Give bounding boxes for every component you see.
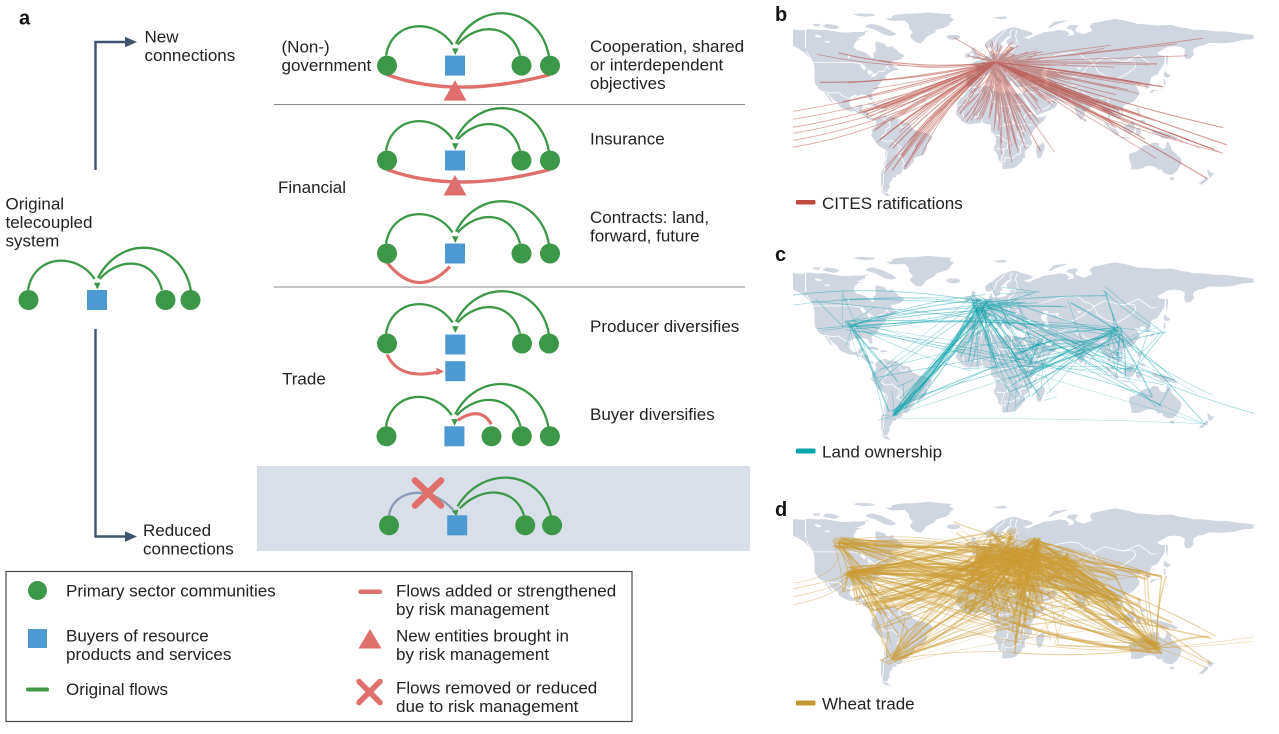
svg-text:Land ownership: Land ownership bbox=[822, 443, 942, 462]
svg-text:Contracts: land,: Contracts: land, bbox=[590, 208, 709, 227]
svg-text:telecoupled: telecoupled bbox=[6, 213, 93, 232]
svg-text:Primary sector communities: Primary sector communities bbox=[66, 582, 276, 601]
svg-text:Flows removed or reduced: Flows removed or reduced bbox=[396, 679, 597, 698]
svg-text:CITES ratifications: CITES ratifications bbox=[822, 194, 963, 213]
svg-text:Original flows: Original flows bbox=[66, 680, 168, 699]
svg-text:Trade: Trade bbox=[282, 370, 326, 389]
svg-text:(Non-): (Non-) bbox=[282, 38, 330, 57]
svg-text:Insurance: Insurance bbox=[590, 130, 665, 149]
svg-text:c: c bbox=[775, 244, 786, 266]
svg-text:Original: Original bbox=[6, 195, 65, 214]
svg-text:Buyers of resource: Buyers of resource bbox=[66, 627, 209, 646]
svg-text:system: system bbox=[6, 231, 60, 250]
svg-text:by risk management: by risk management bbox=[396, 645, 549, 664]
svg-text:objectives: objectives bbox=[590, 74, 666, 93]
svg-text:a: a bbox=[19, 8, 31, 30]
svg-text:Cooperation, shared: Cooperation, shared bbox=[590, 37, 744, 56]
svg-text:connections: connections bbox=[145, 46, 236, 65]
svg-text:d: d bbox=[775, 499, 787, 521]
svg-text:New: New bbox=[145, 27, 180, 46]
svg-text:government: government bbox=[282, 56, 372, 75]
svg-text:Buyer diversifies: Buyer diversifies bbox=[590, 405, 715, 424]
svg-text:forward, future: forward, future bbox=[590, 226, 700, 245]
svg-text:New entities brought in: New entities brought in bbox=[396, 627, 569, 646]
svg-text:Producer diversifies: Producer diversifies bbox=[590, 317, 739, 336]
svg-text:products and services: products and services bbox=[66, 645, 231, 664]
svg-text:by risk management: by risk management bbox=[396, 600, 549, 619]
svg-text:Flows added or strengthened: Flows added or strengthened bbox=[396, 582, 616, 601]
svg-text:or interdependent: or interdependent bbox=[590, 56, 724, 75]
svg-text:Wheat trade: Wheat trade bbox=[822, 695, 915, 714]
svg-text:b: b bbox=[775, 4, 787, 26]
svg-text:Financial: Financial bbox=[278, 178, 346, 197]
svg-text:due to risk management: due to risk management bbox=[396, 697, 579, 716]
svg-text:Reduced: Reduced bbox=[143, 521, 211, 540]
svg-text:connections: connections bbox=[143, 540, 234, 559]
